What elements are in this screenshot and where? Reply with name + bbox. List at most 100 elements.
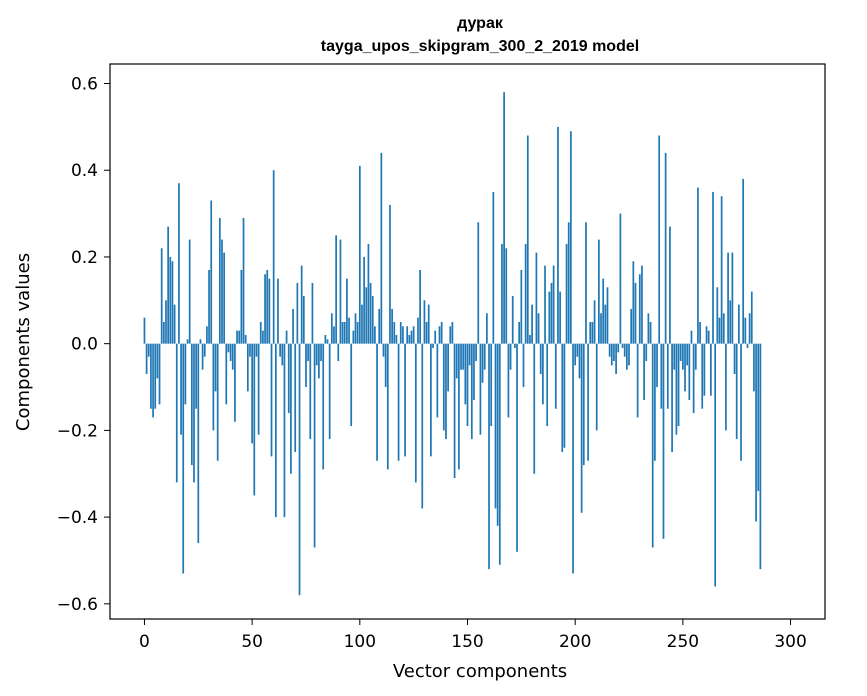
bar-163 bbox=[494, 343, 497, 509]
bar-233 bbox=[645, 343, 648, 362]
bar-77 bbox=[309, 343, 312, 440]
bar-166 bbox=[501, 243, 503, 344]
bar-256 bbox=[694, 343, 697, 370]
bar-52 bbox=[255, 343, 258, 357]
bar-39 bbox=[227, 343, 230, 353]
x-tick-label: 200 bbox=[559, 632, 591, 652]
bar-91 bbox=[339, 239, 342, 344]
bar-154 bbox=[475, 343, 477, 362]
bar-28 bbox=[203, 343, 206, 357]
bar-30 bbox=[208, 269, 210, 344]
bar-146 bbox=[458, 343, 460, 470]
bar-115 bbox=[391, 308, 393, 344]
bar-13 bbox=[171, 261, 174, 344]
bar-40 bbox=[229, 343, 232, 362]
bar-254 bbox=[690, 330, 693, 344]
y-tick-label: 0.6 bbox=[71, 75, 98, 95]
bar-209 bbox=[593, 300, 596, 344]
bar-111 bbox=[382, 343, 385, 357]
bar-15 bbox=[175, 343, 178, 483]
bar-143 bbox=[451, 321, 454, 344]
bar-62 bbox=[277, 278, 279, 344]
bar-153 bbox=[473, 343, 475, 401]
bar-214 bbox=[604, 304, 607, 344]
bar-262 bbox=[707, 330, 710, 344]
bar-148 bbox=[462, 343, 465, 370]
bar-183 bbox=[537, 313, 540, 344]
bar-80 bbox=[315, 343, 318, 366]
bar-21 bbox=[188, 239, 191, 344]
bar-55 bbox=[262, 330, 264, 344]
bar-220 bbox=[617, 343, 620, 353]
bar-126 bbox=[414, 343, 417, 483]
bar-2 bbox=[147, 343, 150, 357]
bar-120 bbox=[402, 326, 404, 344]
bar-210 bbox=[595, 343, 598, 431]
bar-274 bbox=[733, 343, 736, 375]
bar-229 bbox=[636, 343, 639, 418]
bar-108 bbox=[376, 343, 378, 461]
bar-271 bbox=[727, 252, 729, 344]
bar-59 bbox=[270, 343, 273, 457]
bar-275 bbox=[735, 343, 738, 440]
bar-17 bbox=[180, 343, 182, 435]
bar-41 bbox=[231, 343, 234, 370]
bar-273 bbox=[731, 252, 734, 344]
bar-14 bbox=[173, 304, 176, 344]
bar-245 bbox=[671, 343, 673, 453]
x-tick-label: 150 bbox=[451, 632, 483, 652]
bar-267 bbox=[718, 317, 721, 344]
bar-60 bbox=[272, 170, 275, 344]
bar-79 bbox=[313, 343, 316, 548]
bar-96 bbox=[350, 343, 353, 427]
bar-260 bbox=[703, 343, 706, 396]
bar-24 bbox=[195, 343, 197, 409]
bar-48 bbox=[246, 343, 249, 392]
bar-172 bbox=[514, 343, 516, 349]
bar-11 bbox=[167, 226, 170, 344]
bar-269 bbox=[722, 313, 725, 344]
bar-86 bbox=[328, 343, 331, 440]
bar-142 bbox=[449, 326, 452, 344]
bar-223 bbox=[623, 343, 626, 357]
bar-133 bbox=[430, 343, 432, 457]
bar-71 bbox=[296, 282, 299, 344]
bar-157 bbox=[481, 343, 484, 383]
bar-99 bbox=[356, 321, 359, 344]
bar-190 bbox=[552, 265, 555, 344]
bar-138 bbox=[440, 321, 443, 344]
bar-117 bbox=[395, 335, 398, 344]
bar-102 bbox=[363, 256, 365, 344]
bar-213 bbox=[602, 278, 605, 344]
bar-178 bbox=[526, 135, 529, 344]
bar-224 bbox=[626, 343, 628, 370]
x-tick-label: 100 bbox=[344, 632, 376, 652]
bar-118 bbox=[397, 343, 400, 461]
bar-182 bbox=[535, 252, 538, 344]
bar-200 bbox=[574, 343, 577, 366]
bar-140 bbox=[445, 343, 447, 440]
y-tick-label: −0.4 bbox=[57, 508, 98, 528]
bar-130 bbox=[423, 300, 426, 344]
bar-85 bbox=[326, 339, 329, 344]
bar-97 bbox=[352, 330, 355, 344]
bars-group bbox=[143, 92, 762, 596]
bar-136 bbox=[436, 343, 439, 418]
bar-8 bbox=[160, 248, 163, 344]
bar-159 bbox=[486, 313, 488, 344]
bar-261 bbox=[705, 326, 708, 344]
bar-7 bbox=[158, 343, 161, 405]
bar-38 bbox=[225, 343, 228, 405]
bar-278 bbox=[742, 178, 745, 344]
bar-167 bbox=[503, 92, 505, 344]
bar-109 bbox=[378, 308, 381, 344]
bar-151 bbox=[468, 343, 471, 366]
bar-279 bbox=[744, 317, 747, 344]
bar-36 bbox=[221, 239, 223, 344]
bar-124 bbox=[410, 330, 413, 344]
bar-110 bbox=[380, 152, 383, 344]
bar-191 bbox=[554, 343, 557, 409]
bar-4 bbox=[152, 343, 154, 418]
bar-82 bbox=[320, 343, 322, 362]
bar-116 bbox=[393, 321, 396, 344]
